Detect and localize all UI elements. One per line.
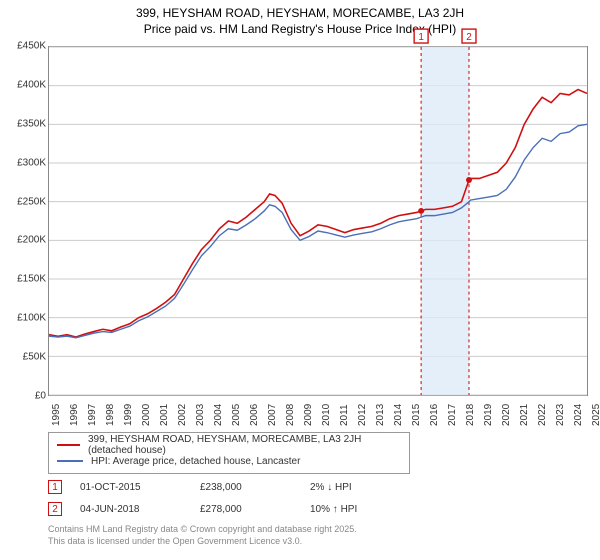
x-tick-label: 2021 (519, 404, 530, 426)
footer-line-1: Contains HM Land Registry data © Crown c… (48, 524, 588, 536)
y-tick-label: £50K (23, 352, 46, 363)
legend-label-hpi: HPI: Average price, detached house, Lanc… (91, 456, 300, 467)
x-tick-label: 1999 (123, 404, 134, 426)
y-tick-label: £400K (17, 79, 46, 90)
x-tick-label: 2000 (141, 404, 152, 426)
x-tick-label: 1998 (105, 404, 116, 426)
x-tick-label: 2017 (447, 404, 458, 426)
footer-line-2: This data is licensed under the Open Gov… (48, 536, 588, 548)
legend-row-property: 399, HEYSHAM ROAD, HEYSHAM, MORECAMBE, L… (57, 437, 401, 453)
legend-swatch-hpi (57, 460, 83, 462)
x-tick-label: 2023 (555, 404, 566, 426)
x-tick-label: 2012 (357, 404, 368, 426)
y-tick-label: £0 (35, 391, 46, 402)
x-tick-label: 1995 (51, 404, 62, 426)
x-tick-label: 2001 (159, 404, 170, 426)
x-tick-label: 1997 (87, 404, 98, 426)
x-tick-label: 2011 (339, 404, 350, 426)
legend: 399, HEYSHAM ROAD, HEYSHAM, MORECAMBE, L… (48, 432, 410, 474)
x-tick-label: 2013 (375, 404, 386, 426)
sale-date-2: 04-JUN-2018 (80, 504, 200, 515)
x-tick-label: 2004 (213, 404, 224, 426)
x-tick-label: 2007 (267, 404, 278, 426)
x-tick-label: 2024 (573, 404, 584, 426)
x-tick-label: 2014 (393, 404, 404, 426)
x-tick-label: 2025 (591, 404, 600, 426)
sale-row-1: 1 01-OCT-2015 £238,000 2% ↓ HPI (48, 478, 588, 496)
sale-delta-1: 2% ↓ HPI (310, 482, 430, 493)
x-tick-label: 2022 (537, 404, 548, 426)
y-tick-label: £300K (17, 157, 46, 168)
sale-badge-1: 1 (48, 480, 62, 494)
legend-label-property: 399, HEYSHAM ROAD, HEYSHAM, MORECAMBE, L… (88, 434, 401, 456)
x-tick-label: 2019 (483, 404, 494, 426)
y-tick-label: £200K (17, 235, 46, 246)
x-tick-label: 2008 (285, 404, 296, 426)
legend-swatch-property (57, 444, 80, 446)
x-tick-label: 2015 (411, 404, 422, 426)
y-tick-label: £350K (17, 118, 46, 129)
chart-title-block: 399, HEYSHAM ROAD, HEYSHAM, MORECAMBE, L… (0, 0, 600, 39)
sale-date-1: 01-OCT-2015 (80, 482, 200, 493)
x-tick-label: 2006 (249, 404, 260, 426)
sale-price-2: £278,000 (200, 504, 310, 515)
x-tick-label: 2005 (231, 404, 242, 426)
sale-delta-2: 10% ↑ HPI (310, 504, 430, 515)
y-tick-label: £250K (17, 196, 46, 207)
x-tick-label: 2020 (501, 404, 512, 426)
title-line-1: 399, HEYSHAM ROAD, HEYSHAM, MORECAMBE, L… (0, 6, 600, 22)
y-tick-label: £100K (17, 313, 46, 324)
x-tick-label: 2009 (303, 404, 314, 426)
x-tick-label: 2002 (177, 404, 188, 426)
x-tick-label: 2010 (321, 404, 332, 426)
x-tick-label: 1996 (69, 404, 80, 426)
x-tick-label: 2018 (465, 404, 476, 426)
chart-svg: 12 (49, 47, 587, 395)
svg-text:1: 1 (418, 32, 424, 43)
title-line-2: Price paid vs. HM Land Registry's House … (0, 22, 600, 38)
sale-row-2: 2 04-JUN-2018 £278,000 10% ↑ HPI (48, 500, 588, 518)
sale-badge-2: 2 (48, 502, 62, 516)
sale-price-1: £238,000 (200, 482, 310, 493)
x-tick-label: 2003 (195, 404, 206, 426)
y-tick-label: £150K (17, 274, 46, 285)
footer-attribution: Contains HM Land Registry data © Crown c… (48, 524, 588, 547)
y-tick-label: £450K (17, 41, 46, 52)
x-tick-label: 2016 (429, 404, 440, 426)
svg-text:2: 2 (466, 32, 472, 43)
chart-plot-area: 12 (48, 46, 588, 396)
